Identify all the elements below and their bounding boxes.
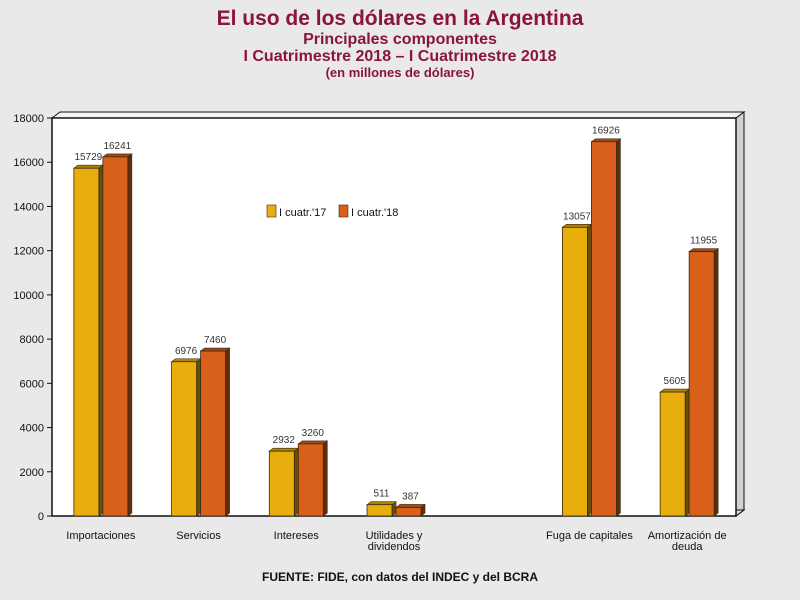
y-tick-label: 14000 xyxy=(13,201,44,213)
data-label: 13057 xyxy=(563,211,591,222)
legend-label: I cuatr.'18 xyxy=(351,207,398,219)
data-label: 16926 xyxy=(592,126,620,137)
bar-top xyxy=(199,347,231,352)
y-tick-label: 10000 xyxy=(13,290,44,302)
frame-side xyxy=(735,111,745,517)
legend-label: I cuatr.'17 xyxy=(279,207,326,219)
bar-side xyxy=(293,447,299,517)
bar-side xyxy=(322,440,328,517)
bar xyxy=(591,141,617,517)
y-tick-label: 2000 xyxy=(20,467,44,479)
bar-side xyxy=(713,248,719,517)
y-tick-label: 12000 xyxy=(13,246,44,258)
data-label: 3260 xyxy=(302,428,325,439)
data-label: 11955 xyxy=(690,236,718,247)
y-tick-label: 16000 xyxy=(13,157,44,169)
data-label: 16241 xyxy=(103,141,131,152)
y-tick-label: 18000 xyxy=(13,113,44,125)
bar-side xyxy=(587,223,592,517)
source-note: FUENTE: FIDE, con datos del INDEC y del … xyxy=(261,570,539,584)
y-tick-label: 4000 xyxy=(20,423,44,435)
bar xyxy=(562,226,588,517)
bar-top xyxy=(395,504,426,508)
bar xyxy=(688,251,715,517)
bar xyxy=(73,167,100,517)
bar-top xyxy=(659,388,691,393)
x-tick-label: Servicios xyxy=(176,530,221,542)
x-tick-label: deuda xyxy=(672,541,703,553)
y-tick-label: 0 xyxy=(38,511,44,523)
bar xyxy=(200,350,226,517)
x-tick-label: dividendos xyxy=(368,541,421,553)
legend-swatch xyxy=(266,204,277,218)
data-label: 2932 xyxy=(273,435,296,446)
y-tick-label: 6000 xyxy=(20,378,44,390)
plot-area xyxy=(51,117,737,517)
bar xyxy=(659,391,686,517)
bar-top xyxy=(268,447,300,452)
y-tick-label: 8000 xyxy=(20,334,44,346)
bar-top xyxy=(170,358,202,363)
bar-side xyxy=(616,138,621,517)
bar-top xyxy=(297,440,329,445)
x-tick-label: Fuga de capitales xyxy=(546,530,633,542)
bar-side xyxy=(196,358,201,517)
chart-title: El uso de los dólares en la Argentina xyxy=(216,7,584,30)
chart-unit-note: (en millones de dólares) xyxy=(325,65,475,80)
bar-side xyxy=(684,388,690,517)
bar xyxy=(102,156,129,517)
chart-subtitle: Principales componentes xyxy=(303,31,497,48)
x-tick-label: Amortización de xyxy=(648,530,727,542)
x-tick-label: Intereses xyxy=(274,530,320,542)
bar xyxy=(366,504,393,517)
data-label: 6976 xyxy=(175,346,198,357)
data-label: 511 xyxy=(374,489,390,500)
data-label: 7460 xyxy=(204,335,227,346)
bar-top xyxy=(590,138,622,143)
bar-top xyxy=(688,248,720,252)
bar-top xyxy=(561,223,593,228)
bar xyxy=(395,507,422,517)
chart-titles: El uso de los dólares en la Argentina Pr… xyxy=(0,6,800,80)
bar xyxy=(268,450,295,517)
bar-side xyxy=(127,153,133,517)
bar-top xyxy=(366,501,397,506)
bar xyxy=(297,443,324,517)
frame-top xyxy=(50,111,746,119)
chart-period: I Cuatrimestre 2018 – I Cuatrimestre 201… xyxy=(243,48,557,65)
bar-top xyxy=(72,164,104,169)
x-tick-label: Importaciones xyxy=(66,530,136,542)
bar xyxy=(171,361,197,517)
x-tick-label: Utilidades y xyxy=(366,530,423,542)
legend-swatch xyxy=(338,204,349,218)
data-label: 5605 xyxy=(664,376,687,387)
bar-side xyxy=(225,347,230,517)
data-label: 15729 xyxy=(74,152,102,163)
bar-top xyxy=(101,153,133,158)
data-label: 387 xyxy=(402,491,419,502)
bar-side xyxy=(98,164,104,517)
